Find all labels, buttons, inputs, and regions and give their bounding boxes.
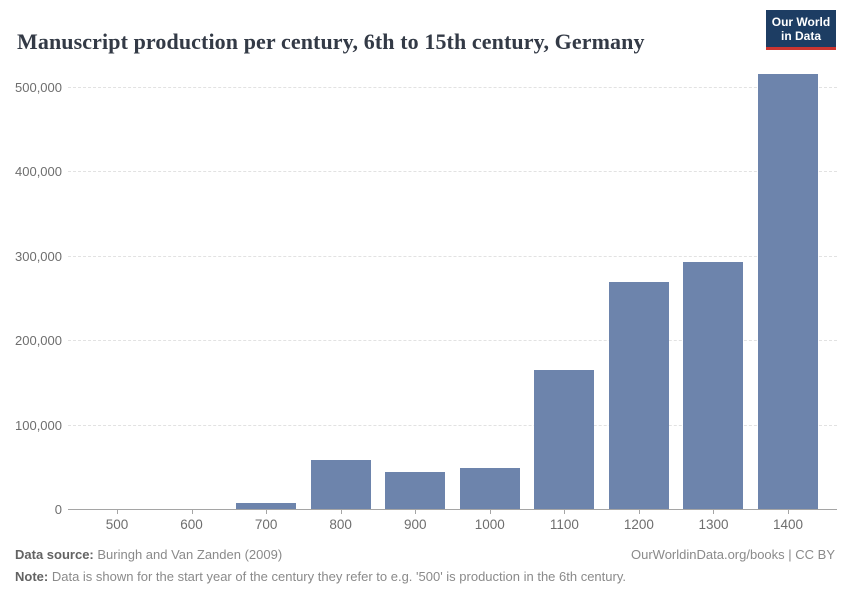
owid-logo-line1: Our World [771, 15, 831, 29]
y-axis-label-100000: 100,000 [15, 417, 62, 433]
x-axis-label-1000: 1000 [474, 517, 505, 532]
x-axis-label-1400: 1400 [773, 517, 804, 532]
bar-900[interactable] [385, 472, 446, 509]
x-axis-line [68, 509, 837, 510]
x-axis-label-500: 500 [105, 517, 129, 532]
y-gridline-300000 [68, 255, 837, 257]
x-tick-1300 [713, 510, 715, 514]
data-source-value[interactable]: Buringh and Van Zanden (2009) [97, 547, 283, 562]
x-tick-1200 [638, 510, 640, 514]
y-gridline-200000 [68, 340, 837, 342]
x-tick-800 [340, 510, 342, 514]
x-axis-label-900: 900 [403, 517, 427, 532]
y-gridline-500000 [68, 87, 837, 88]
y-gridline-400000 [68, 171, 837, 173]
x-axis-label-1100: 1100 [549, 517, 579, 532]
x-tick-900 [415, 510, 417, 514]
y-axis-label-400000: 400,000 [15, 164, 62, 180]
y-gridline-100000 [68, 424, 837, 426]
note-label: Note: [15, 569, 49, 584]
bar-1100[interactable] [534, 370, 595, 509]
y-axis-label-200000: 200,000 [15, 333, 62, 349]
footer-data-source: Data source: Buringh and Van Zanden (200… [15, 547, 282, 562]
chart-title: Manuscript production per century, 6th t… [17, 28, 645, 54]
note-value: Data is shown for the start year of the … [51, 569, 626, 584]
x-axis-label-700: 700 [254, 517, 278, 532]
x-axis-label-800: 800 [329, 517, 352, 532]
bar-700[interactable] [236, 503, 297, 509]
bar-1000[interactable] [459, 468, 520, 509]
bar-800[interactable] [310, 460, 371, 509]
owid-logo[interactable]: Our World in Data [766, 10, 836, 50]
x-axis-label-1200: 1200 [623, 517, 654, 532]
bar-1200[interactable] [608, 282, 669, 509]
y-axis-label-300000: 300,000 [15, 248, 62, 264]
y-axis-label-500000: 500,000 [15, 80, 62, 95]
bar-1400[interactable] [758, 74, 819, 509]
x-tick-500 [117, 510, 118, 514]
x-axis-label-1300: 1300 [698, 517, 729, 532]
footer-note: Note: Data is shown for the start year o… [15, 569, 626, 584]
x-tick-1100 [564, 510, 566, 514]
x-tick-700 [266, 510, 268, 514]
y-axis-label-0: 0 [54, 502, 62, 517]
data-source-label: Data source: [15, 547, 94, 562]
x-tick-1400 [788, 510, 790, 514]
x-tick-600 [191, 510, 193, 514]
x-tick-1000 [489, 510, 491, 514]
owid-logo-line2: in Data [780, 29, 821, 43]
x-axis-label-600: 600 [180, 517, 203, 532]
bar-1300[interactable] [683, 262, 744, 509]
footer-license-link[interactable]: OurWorldinData.org/books | CC BY [631, 547, 835, 562]
